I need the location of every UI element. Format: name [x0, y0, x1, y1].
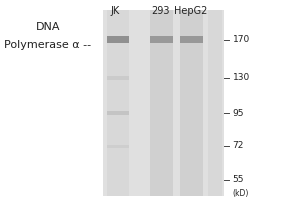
Bar [106, 111, 129, 115]
Bar [106, 10, 129, 196]
Bar [106, 76, 129, 80]
Bar [106, 144, 129, 148]
Text: Polymerase α --: Polymerase α -- [4, 40, 92, 50]
Text: 293: 293 [151, 6, 170, 16]
Text: (kD): (kD) [232, 189, 249, 198]
Bar [208, 10, 222, 196]
Text: 95: 95 [232, 108, 244, 117]
Bar [150, 10, 172, 196]
Text: 130: 130 [232, 73, 250, 82]
Text: 170: 170 [232, 36, 250, 45]
Text: 55: 55 [232, 176, 244, 184]
Text: DNA: DNA [36, 22, 60, 32]
Bar [180, 36, 203, 43]
Bar [150, 36, 172, 43]
Text: 72: 72 [232, 142, 244, 150]
Bar [106, 36, 129, 43]
Bar [180, 10, 203, 196]
Bar [103, 10, 224, 196]
Text: HepG2: HepG2 [174, 6, 207, 16]
Text: JK: JK [111, 6, 120, 16]
